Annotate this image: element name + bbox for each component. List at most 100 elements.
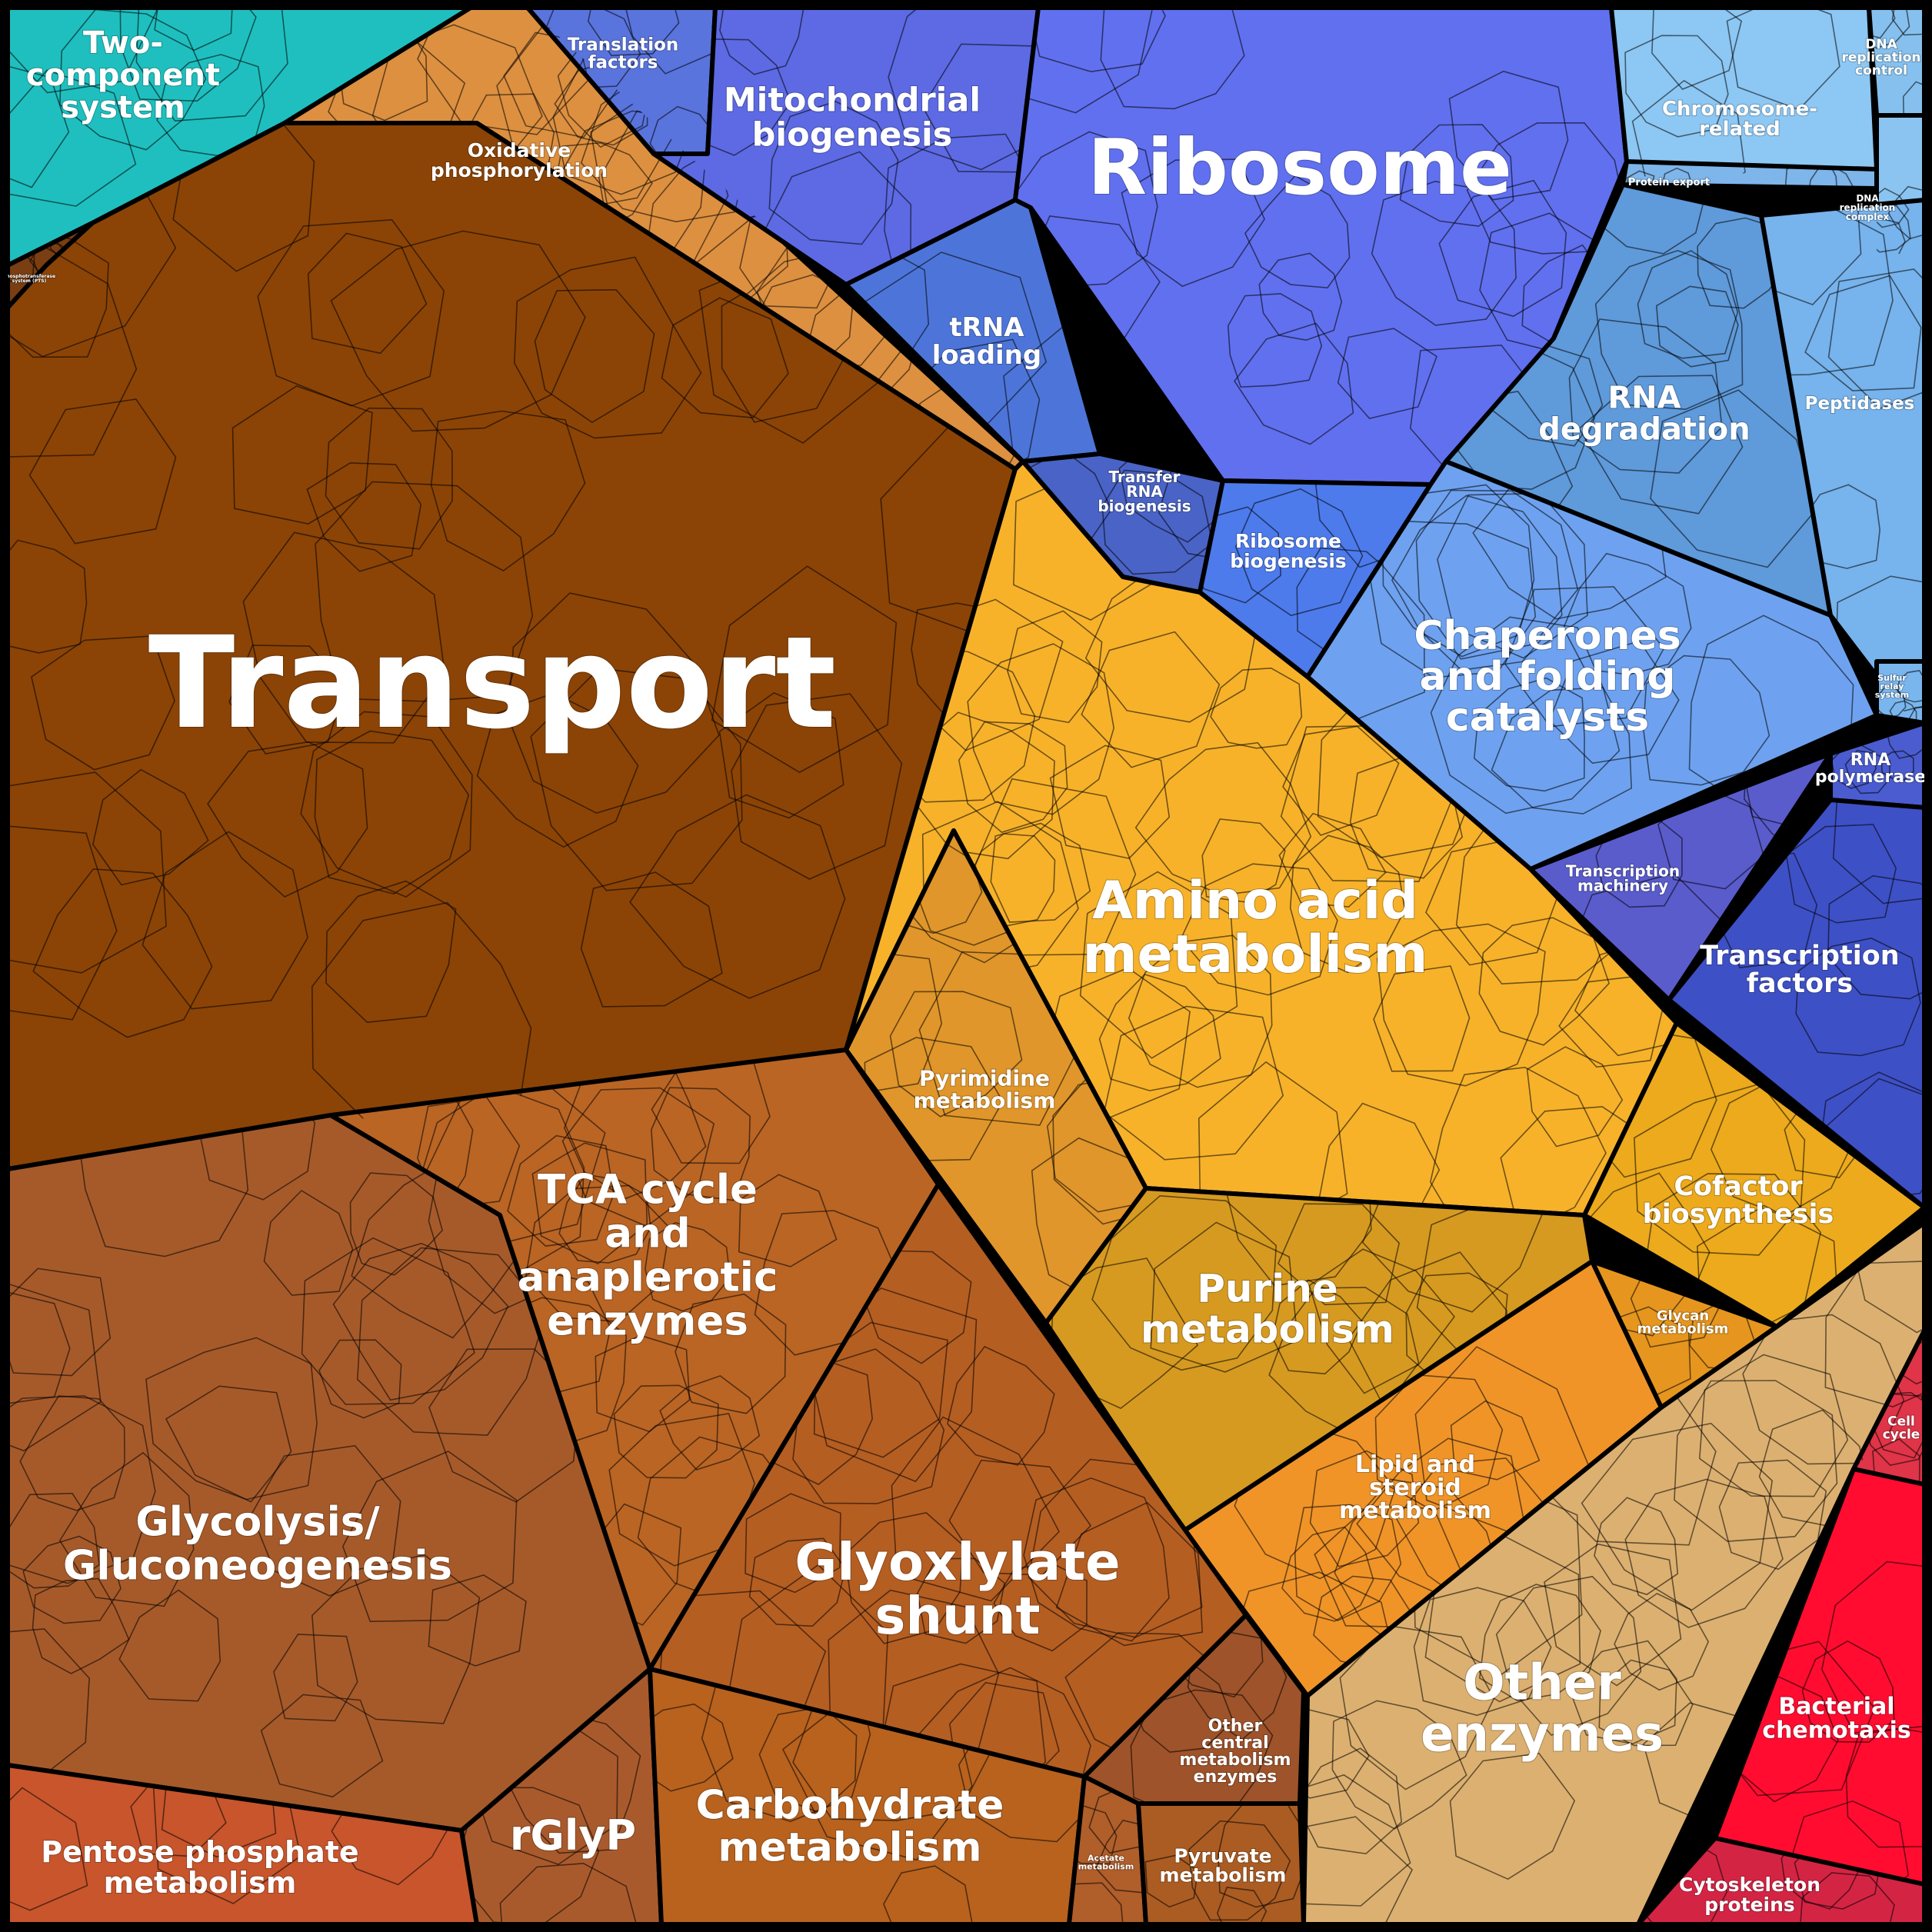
subcell	[1801, 1640, 1895, 1744]
subcell	[1159, 1615, 1264, 1698]
subcell	[1339, 1625, 1495, 1790]
subcell	[1413, 1587, 1552, 1717]
label-dna-replication-control: DNA replication control	[1841, 37, 1920, 78]
subcells-chromosome	[1624, 8, 1840, 177]
label-transfer-rna: Transfer RNA biogenesis	[1098, 468, 1191, 515]
subcell	[1877, 684, 1907, 719]
subcell	[1281, 1526, 1374, 1622]
subcell	[1134, 741, 1312, 896]
subcell	[1726, 8, 1840, 111]
subcell	[1869, 8, 1910, 49]
subcell	[1377, 923, 1546, 1087]
subcell	[1391, 495, 1563, 671]
subcell	[1491, 687, 1633, 814]
subcell	[1877, 205, 1911, 253]
label-oxidative: Oxidative phosphorylation	[431, 139, 608, 182]
subcell	[1304, 1774, 1411, 1907]
subcell	[1650, 389, 1818, 568]
subcell	[1121, 158, 1266, 288]
subcells-dna-replication-complex	[1877, 185, 1924, 254]
subcell	[531, 1142, 648, 1265]
subcell	[8, 1787, 88, 1911]
subcell	[1651, 8, 1743, 90]
subcell	[534, 288, 655, 424]
subcell	[1598, 1659, 1694, 1747]
subcell	[1844, 750, 1891, 794]
subcell	[719, 8, 805, 75]
subcell	[1504, 586, 1665, 728]
region-trna-loading	[844, 198, 1102, 464]
label-pyrimidine: Pyrimidine metabolism	[914, 1066, 1056, 1114]
subcell	[1674, 1380, 1838, 1542]
subcell	[530, 668, 743, 891]
subcell	[1277, 1203, 1401, 1306]
subcell	[1244, 175, 1351, 289]
subcell	[1495, 1575, 1642, 1737]
subcell	[1592, 1261, 1687, 1337]
subcell	[1081, 631, 1221, 768]
subcell	[731, 693, 903, 880]
subcell	[993, 1561, 1088, 1652]
subcell	[1278, 812, 1387, 908]
subcell	[161, 1765, 277, 1858]
subcell	[165, 1385, 292, 1503]
subcell	[1429, 1066, 1607, 1215]
subcell	[118, 1589, 222, 1702]
subcell	[1473, 677, 1585, 792]
subcell	[1811, 1078, 1924, 1208]
subcell	[1304, 1709, 1370, 1799]
subcell	[356, 1247, 547, 1436]
label-rglyp: rGlyP	[510, 1811, 636, 1860]
subcell	[1626, 170, 1655, 188]
label-chromosome: Chromosome-related	[1662, 98, 1817, 141]
subcell	[1581, 1422, 1774, 1611]
subcell	[1337, 328, 1437, 419]
subcell	[1098, 973, 1221, 1091]
label-protein-export: Protein export	[1628, 177, 1710, 188]
subcell	[154, 8, 234, 52]
subcell	[260, 1694, 384, 1798]
label-rna-degradation: RNA degradation	[1538, 381, 1750, 448]
subcells-glycolysis	[8, 1115, 588, 1798]
label-pentose: Pentose phosphate metabolism	[41, 1835, 358, 1900]
subcell	[1234, 488, 1364, 617]
subcell	[949, 1681, 1060, 1777]
subcell	[1188, 1820, 1291, 1921]
subcell	[1795, 938, 1921, 1057]
subcell	[145, 1337, 318, 1501]
subcell	[263, 1189, 354, 1296]
label-transport: Transport	[148, 609, 837, 757]
subcell	[1234, 322, 1354, 445]
label-ribosome: Ribosome	[1088, 122, 1512, 212]
label-cofactor: Cofactor biosynthesis	[1643, 1171, 1834, 1230]
subcell	[1449, 1752, 1576, 1880]
subcell	[1891, 8, 1924, 36]
subcell	[918, 1667, 1091, 1777]
subcell	[315, 481, 534, 702]
subcell	[476, 692, 639, 848]
subcell	[1877, 187, 1910, 228]
subcell	[1055, 1501, 1204, 1647]
subcell	[428, 1574, 527, 1667]
subcell	[1742, 1314, 1905, 1465]
subcell	[1210, 667, 1303, 749]
subcell	[19, 1395, 125, 1511]
subcell	[1200, 506, 1282, 604]
subcell	[1869, 8, 1896, 39]
subcell	[8, 62, 70, 188]
label-glycolysis: Glycolysis/Gluconeogenesis	[63, 1498, 452, 1589]
subcell	[8, 1628, 90, 1783]
subcell	[318, 1339, 402, 1419]
subcell	[135, 8, 288, 122]
subcell	[1594, 1497, 1679, 1596]
subcell	[8, 1282, 102, 1452]
label-transcription-machinery: Transcription machinery	[1566, 861, 1680, 894]
subcell	[754, 1210, 898, 1356]
subcell	[1897, 670, 1924, 703]
subcell	[718, 691, 844, 819]
subcell	[1217, 1804, 1304, 1908]
subcell	[30, 635, 175, 771]
subcells-dna-replication-control	[1869, 8, 1924, 115]
subcell	[8, 1291, 71, 1405]
subcell	[1785, 824, 1897, 924]
